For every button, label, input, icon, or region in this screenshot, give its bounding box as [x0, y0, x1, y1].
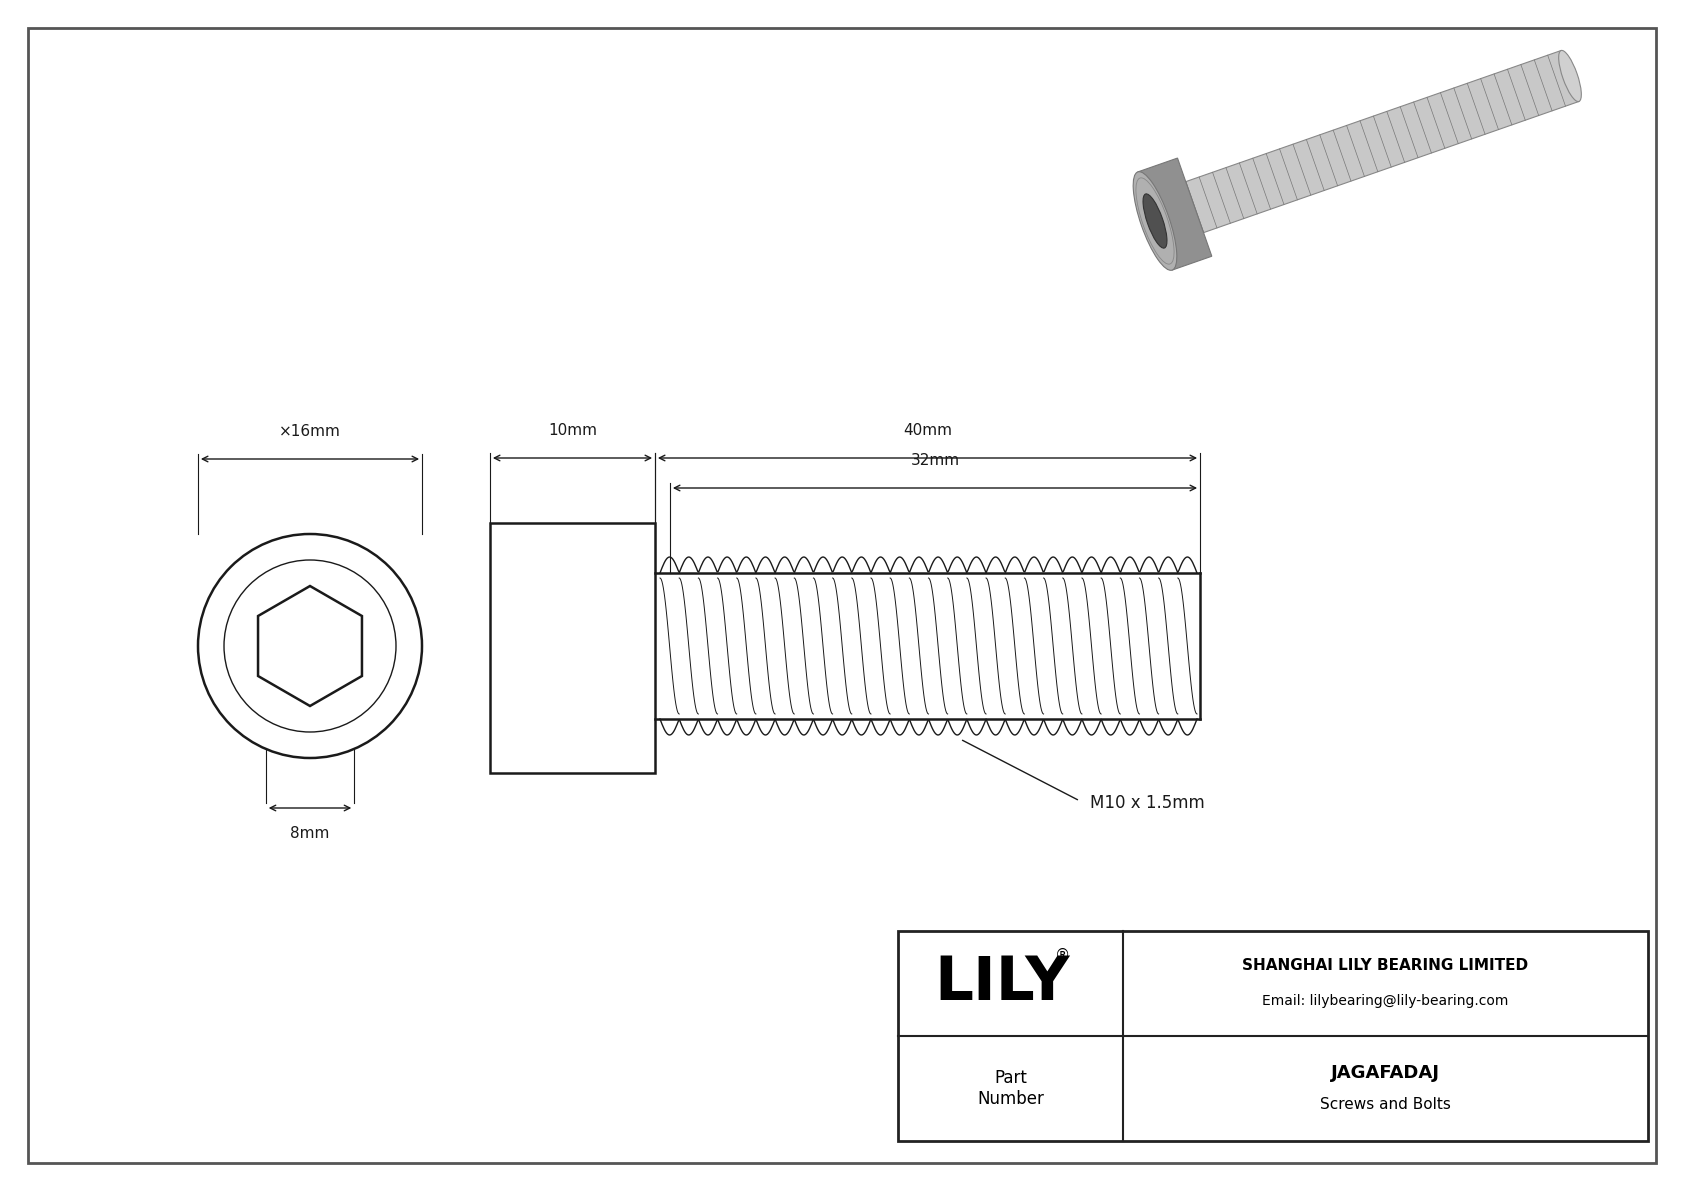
- Text: Screws and Bolts: Screws and Bolts: [1320, 1097, 1452, 1112]
- Ellipse shape: [1143, 194, 1167, 248]
- Text: 32mm: 32mm: [911, 453, 960, 468]
- Text: Part
Number: Part Number: [977, 1070, 1044, 1108]
- Ellipse shape: [1559, 50, 1581, 101]
- Text: Email: lilybearing@lily-bearing.com: Email: lilybearing@lily-bearing.com: [1263, 994, 1509, 1009]
- Bar: [898, 931, 1649, 1141]
- Polygon shape: [258, 586, 362, 706]
- Polygon shape: [1138, 158, 1212, 270]
- Text: 40mm: 40mm: [903, 423, 951, 438]
- Text: M10 x 1.5mm: M10 x 1.5mm: [1090, 794, 1204, 812]
- Bar: [490, 523, 655, 773]
- Text: 10mm: 10mm: [547, 423, 598, 438]
- Text: LILY: LILY: [935, 954, 1071, 1014]
- Text: ®: ®: [1054, 948, 1069, 964]
- Circle shape: [224, 560, 396, 732]
- Polygon shape: [1186, 50, 1580, 232]
- Text: 8mm: 8mm: [290, 827, 330, 841]
- Text: SHANGHAI LILY BEARING LIMITED: SHANGHAI LILY BEARING LIMITED: [1243, 958, 1529, 973]
- Circle shape: [199, 534, 423, 757]
- Text: JAGAFADAJ: JAGAFADAJ: [1330, 1064, 1440, 1081]
- Ellipse shape: [1133, 172, 1177, 270]
- Text: ×16mm: ×16mm: [280, 424, 340, 439]
